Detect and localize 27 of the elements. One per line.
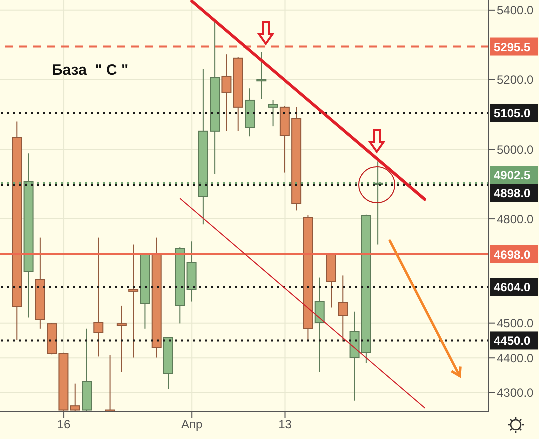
y-tick-label: 4500.0 [497, 316, 534, 331]
candlestick [116, 305, 127, 373]
candlestick [70, 383, 80, 412]
ref-line-label: 4698.0 [494, 248, 532, 262]
candlestick [268, 100, 278, 128]
y-tick-label: 5200.0 [497, 73, 534, 88]
ref-line-label: 4450.0 [494, 334, 532, 348]
ref-line-label: 5105.0 [494, 106, 532, 120]
candlestick [128, 244, 139, 358]
ref-line-label: 5295.5 [494, 40, 532, 54]
candlestick [314, 277, 325, 373]
y-tick-label: 4400.0 [497, 351, 534, 366]
y-tick-label: 4800.0 [497, 212, 534, 226]
ref-line-label: 4604.0 [494, 280, 532, 295]
y-tick-label: 5400.0 [497, 4, 534, 18]
x-tick-label: 16 [57, 418, 72, 432]
ref-line-label: 4902.5 [494, 168, 532, 183]
candlestick [222, 54, 232, 132]
y-tick-label: 4300.0 [497, 386, 534, 400]
annotation: База " С " [52, 62, 129, 79]
x-tick-label: Апр [182, 418, 204, 432]
candlestick [338, 275, 348, 342]
x-tick-label: 13 [278, 418, 292, 432]
candlestick [94, 237, 104, 358]
ref-line-label: 4898.0 [494, 186, 532, 201]
y-tick-label: 5000.0 [497, 142, 534, 157]
candlestick [256, 52, 267, 100]
